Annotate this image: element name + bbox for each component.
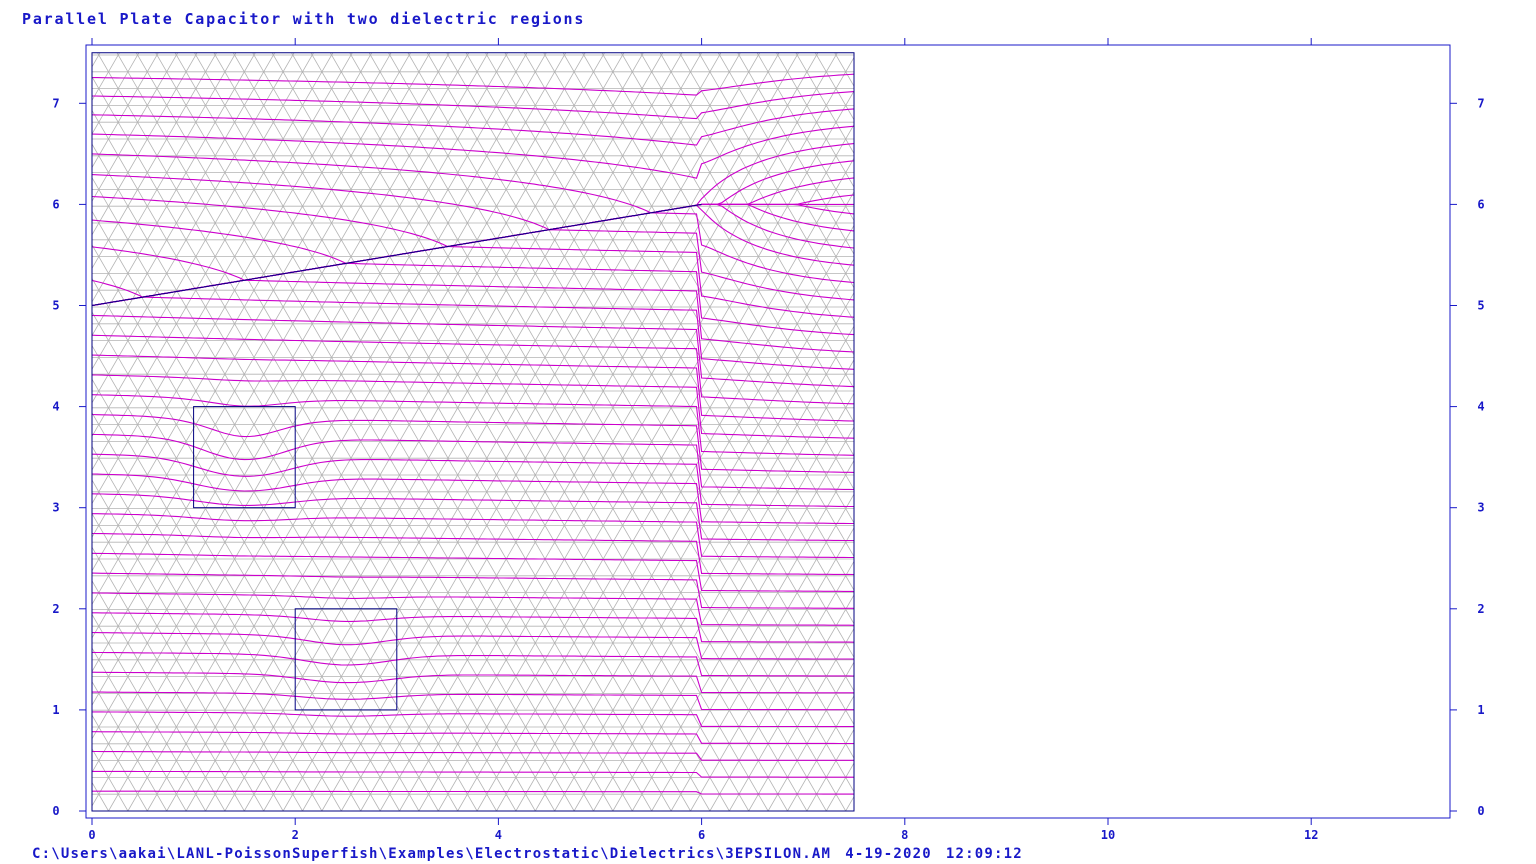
y-tick-label-right: 7 [1477,96,1484,110]
file-time: 12:09:12 [945,846,1023,862]
equipotential-line [92,160,854,231]
equipotential-line [92,125,854,179]
equipotential-line [92,314,854,388]
equipotential-line [92,374,854,439]
y-tick-label-right: 2 [1477,602,1484,616]
equipotential-line [92,731,854,745]
x-tick-label: 4 [495,828,502,842]
plot-title: Parallel Plate Capacitor with two dielec… [22,10,586,28]
equipotential-line [92,532,854,576]
equipotential-line [92,354,854,422]
axes: 0 2 4 6 8 10 120 01 12 23 34 45 56 67 7 [52,38,1485,842]
equipotential-line [92,413,854,473]
equipotential-line [92,651,854,677]
y-tick-label-left: 1 [52,703,59,717]
equipotential-line [92,513,854,559]
equipotential-line [92,91,854,120]
x-tick-label: 8 [901,828,908,842]
file-date: 4-19-2020 [845,846,932,862]
y-tick-label-right: 5 [1477,299,1484,313]
x-tick-label: 10 [1101,828,1115,842]
electrode-line [91,203,702,306]
y-tick-label-right: 0 [1477,804,1484,818]
y-tick-label-left: 4 [52,400,59,414]
equipotential-line [92,433,854,491]
equipotential-line [92,612,854,643]
file-path: C:\Users\aakai\LANL-PoissonSuperfish\Exa… [32,846,832,862]
y-tick-label-right: 1 [1477,703,1484,717]
equipotential-line [92,453,854,508]
equipotential-line [92,108,854,146]
equipotential-line [92,552,854,592]
y-tick-label-left: 7 [52,96,59,110]
y-tick-label-left: 5 [52,299,59,313]
equipotential-line [92,572,854,609]
equipotential-line [92,394,854,456]
dielectric-region [193,406,296,509]
x-tick-label: 0 [88,828,95,842]
y-tick-label-left: 3 [52,501,59,515]
y-tick-label-right: 4 [1477,400,1484,414]
equipotential-line [92,473,854,525]
equipotential-line [92,632,854,660]
x-tick-label: 2 [292,828,299,842]
triangular-mesh [92,52,854,811]
domain-boundary [91,52,855,812]
equipotential-line [92,750,854,761]
equipotential-line [92,73,854,96]
equipotential-line [92,493,854,542]
equipotential-line [92,296,854,370]
equipotential-line [92,671,854,694]
equipotential-line [92,770,854,778]
equipotential-line [92,691,854,711]
y-tick-label-right: 6 [1477,197,1484,211]
plot-frame [85,44,1451,819]
equipotential-line [92,711,854,728]
mesh-lines [92,52,854,811]
equipotential-line [92,143,854,214]
y-tick-label-right: 3 [1477,501,1484,515]
equipotential-line [92,334,854,405]
y-tick-label-left: 2 [52,602,59,616]
dielectric-regions [193,406,398,711]
dielectric-region [294,608,398,711]
x-tick-label: 6 [698,828,705,842]
y-tick-label-left: 6 [52,197,59,211]
x-tick-label: 12 [1304,828,1318,842]
file-info: C:\Users\aakai\LANL-PoissonSuperfish\Exa… [32,846,1037,862]
y-tick-label-left: 0 [52,804,59,818]
equipotential-line [92,592,854,626]
equipotential-line [92,790,854,795]
